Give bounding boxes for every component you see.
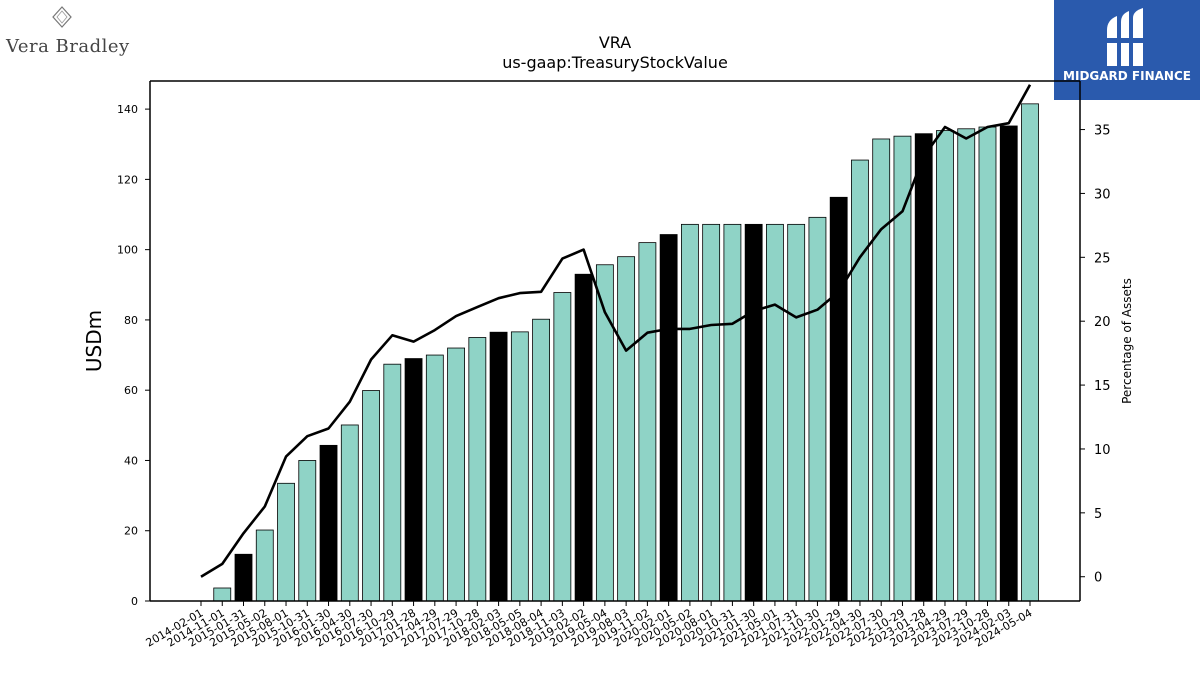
y-tick-label: 120 xyxy=(117,173,138,186)
bar xyxy=(680,223,699,602)
bar xyxy=(425,354,444,602)
midgard-finance-wordmark: MIDGARD FINANCE xyxy=(1063,69,1191,83)
vera-bradley-monogram-icon xyxy=(52,6,72,28)
bar xyxy=(277,482,295,602)
bar xyxy=(723,223,742,602)
bar xyxy=(638,242,657,602)
bar xyxy=(255,529,274,602)
y2-tick-label: 30 xyxy=(1094,187,1111,202)
y-tick-label: 20 xyxy=(124,525,138,538)
bar xyxy=(744,223,763,602)
y2-tick-label: 5 xyxy=(1094,507,1102,522)
bar xyxy=(383,363,402,602)
bar xyxy=(978,126,997,602)
y2-tick-label: 15 xyxy=(1094,379,1111,394)
y-tick-label: 100 xyxy=(117,244,138,257)
y2-tick-label: 35 xyxy=(1094,124,1111,139)
chart-title: VRA xyxy=(598,33,632,52)
y2-tick-label: 0 xyxy=(1094,571,1102,586)
bar xyxy=(553,292,572,602)
bar xyxy=(340,424,359,602)
bar xyxy=(893,135,912,602)
bar xyxy=(362,390,380,602)
y2-tick-label: 10 xyxy=(1094,443,1111,458)
bar xyxy=(319,444,338,602)
midgard-finance-logo: MIDGARD FINANCE xyxy=(1054,0,1200,100)
bar xyxy=(829,196,848,602)
bar xyxy=(510,331,529,602)
bar xyxy=(914,133,933,602)
bar xyxy=(404,358,423,602)
bar xyxy=(808,216,827,602)
bar xyxy=(957,128,976,602)
y2-axis-label: Percentage of Assets xyxy=(1120,278,1134,404)
y2-tick-label: 25 xyxy=(1094,251,1111,266)
bar xyxy=(617,256,636,602)
vera-bradley-logo: Vera Bradley xyxy=(6,6,129,62)
bar xyxy=(298,460,317,602)
y-tick-label: 80 xyxy=(124,314,138,327)
y-axis-label: USDm xyxy=(82,310,106,372)
y-tick-label: 0 xyxy=(131,595,138,608)
bar xyxy=(213,587,232,602)
bar xyxy=(766,223,784,602)
bar xyxy=(468,337,487,602)
y-tick-label: 140 xyxy=(117,103,138,116)
bar xyxy=(574,273,593,602)
bar xyxy=(851,159,869,602)
bar xyxy=(595,264,614,602)
bar xyxy=(447,347,465,602)
bar xyxy=(659,234,678,602)
percentage-of-assets-line xyxy=(200,84,1032,578)
bar xyxy=(532,318,551,602)
y-tick-label: 40 xyxy=(124,454,138,467)
y-tick-label: 60 xyxy=(124,384,138,397)
vera-bradley-wordmark: Vera Bradley xyxy=(6,36,130,57)
bar xyxy=(872,138,891,602)
bar xyxy=(936,130,954,602)
bar xyxy=(1021,103,1039,602)
bar xyxy=(489,331,508,602)
bar xyxy=(787,223,806,602)
y2-tick-label: 20 xyxy=(1094,315,1111,330)
bar xyxy=(999,125,1018,602)
chart-subtitle: us-gaap:TreasuryStockValue xyxy=(502,53,728,72)
bar xyxy=(234,553,253,602)
bar xyxy=(702,223,721,602)
midgard-finance-emblem-icon xyxy=(1103,8,1149,66)
